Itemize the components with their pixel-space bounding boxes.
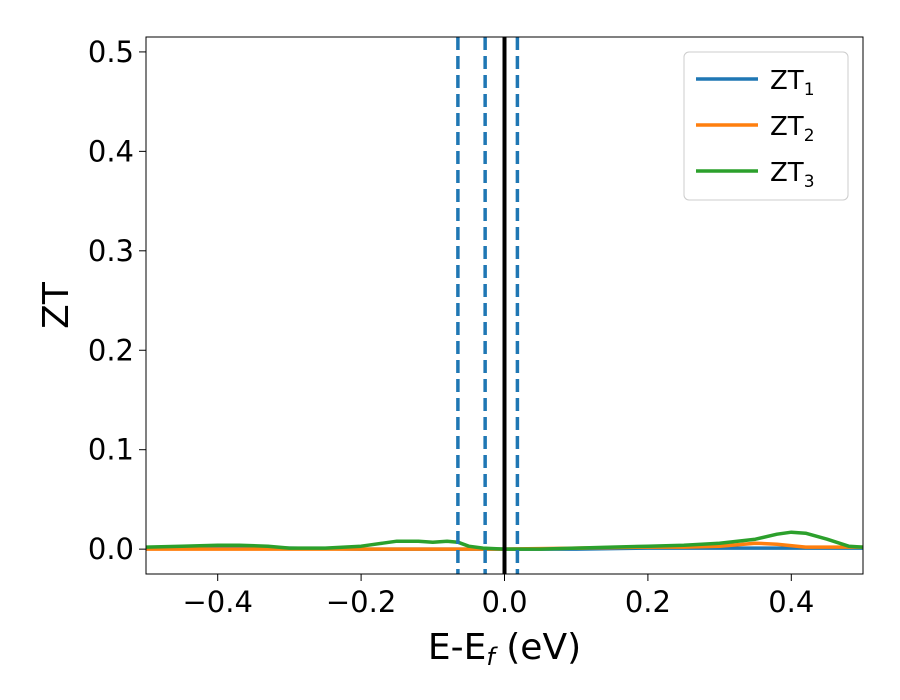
y-tick-label: 0.2 — [88, 333, 134, 367]
x-tick-label: 0.2 — [625, 585, 671, 619]
legend-box — [683, 51, 849, 201]
legend: ZT1 ZT2 ZT3 — [683, 51, 849, 201]
y-tick-label: 0.4 — [88, 134, 134, 168]
x-axis-ticks: −0.4 −0.2 0.0 0.2 0.4 — [182, 574, 814, 619]
vertical-markers — [456, 37, 520, 574]
x-axis-label: E-Ef (eV) — [428, 627, 581, 671]
y-tick-label: 0.3 — [88, 234, 134, 268]
x-tick-label: 0.4 — [768, 585, 814, 619]
y-axis-label: ZT — [36, 281, 77, 329]
y-tick-label: 0.5 — [88, 35, 134, 69]
x-tick-label: −0.4 — [182, 585, 252, 619]
x-tick-label: 0.0 — [481, 585, 527, 619]
legend-label-2: ZT2 — [770, 112, 815, 146]
series-line-3 — [146, 530, 863, 551]
y-tick-label: 0.1 — [88, 433, 134, 467]
y-axis-ticks: 0.0 0.1 0.2 0.3 0.4 0.5 — [88, 35, 146, 566]
x-axis-label-unit: (eV) — [495, 627, 581, 668]
legend-label-1: ZT1 — [770, 66, 815, 100]
x-tick-label: −0.2 — [326, 585, 396, 619]
plot-area — [146, 530, 863, 551]
legend-label-3: ZT3 — [770, 158, 815, 192]
x-axis-label-main: E-E — [428, 627, 486, 668]
y-tick-label: 0.0 — [88, 532, 134, 566]
